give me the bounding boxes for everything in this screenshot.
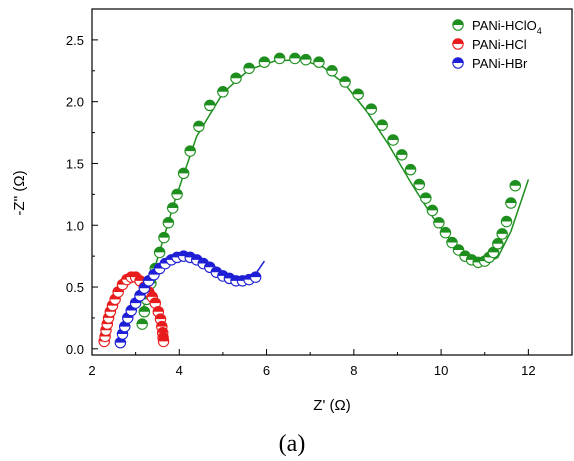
data-point xyxy=(492,238,504,250)
y-tick-label: 2.5 xyxy=(66,33,84,48)
data-point xyxy=(413,178,426,191)
x-tick-label: 4 xyxy=(176,363,183,378)
legend-marker xyxy=(452,57,464,69)
data-point xyxy=(166,202,179,214)
data-point xyxy=(273,52,286,65)
y-tick-label: 2.0 xyxy=(66,95,84,110)
data-markers xyxy=(98,52,522,349)
data-point xyxy=(404,163,417,176)
x-tick-label: 2 xyxy=(88,363,95,378)
y-tick-label: 1.0 xyxy=(66,218,84,233)
data-point xyxy=(396,149,408,161)
legend-label: PANi-HBr xyxy=(472,56,528,71)
data-point xyxy=(157,335,170,348)
y-axis-label: -Z'' (Ω) xyxy=(11,170,28,215)
data-point xyxy=(171,188,183,201)
data-point xyxy=(184,145,196,157)
data-point xyxy=(153,246,166,259)
data-point xyxy=(376,119,388,131)
data-point xyxy=(387,134,399,146)
data-point xyxy=(217,86,229,98)
data-point xyxy=(326,65,338,77)
data-point xyxy=(300,53,312,66)
data-point xyxy=(446,236,458,249)
plot-frame xyxy=(91,8,573,356)
data-point xyxy=(500,215,513,228)
data-point xyxy=(243,62,255,75)
legend-label: PANi-HCl xyxy=(472,37,527,52)
data-point xyxy=(365,103,378,115)
data-point xyxy=(289,52,301,65)
legend-marker xyxy=(452,19,464,31)
data-point xyxy=(177,167,190,180)
y-tick-label: 0.5 xyxy=(66,280,84,295)
x-axis-ticks: 2 4 6 8 10 12 xyxy=(88,349,536,378)
data-point xyxy=(426,204,439,217)
x-tick-label: 6 xyxy=(263,363,270,378)
y-tick-label: 0.0 xyxy=(66,342,84,357)
plot-border xyxy=(91,8,573,356)
legend-subscript: 4 xyxy=(537,26,542,36)
x-tick-label: 8 xyxy=(350,363,357,378)
data-point xyxy=(190,254,203,266)
data-point xyxy=(420,192,432,204)
y-axis-ticks: 0.0 0.5 1.0 1.5 2.0 2.5 xyxy=(66,8,98,357)
data-point xyxy=(118,320,131,333)
data-point xyxy=(158,231,170,244)
fit-line xyxy=(141,58,530,313)
data-point xyxy=(249,271,262,283)
data-point xyxy=(496,228,508,240)
series-3 xyxy=(114,250,262,349)
data-point xyxy=(339,76,351,88)
figure-caption: (a) xyxy=(279,431,306,457)
series-2 xyxy=(98,271,170,348)
data-point xyxy=(162,217,175,229)
data-point xyxy=(313,56,325,68)
data-point xyxy=(193,120,205,133)
legend-label: PANi-HClO4 xyxy=(472,18,542,36)
series-1 xyxy=(136,52,522,330)
data-point xyxy=(433,217,445,229)
data-point xyxy=(352,88,364,101)
data-point xyxy=(509,179,522,192)
data-point xyxy=(136,318,148,330)
data-point xyxy=(505,197,517,209)
data-point xyxy=(138,305,151,318)
x-axis-label: Z' (Ω) xyxy=(313,397,350,414)
legend-marker xyxy=(452,38,464,50)
data-point xyxy=(204,99,216,112)
data-point xyxy=(258,56,271,68)
x-tick-label: 10 xyxy=(434,363,448,378)
data-point xyxy=(439,226,452,239)
x-tick-label: 12 xyxy=(521,363,535,378)
data-point xyxy=(230,72,242,84)
fit-lines xyxy=(103,58,530,343)
y-tick-label: 1.5 xyxy=(66,156,84,171)
